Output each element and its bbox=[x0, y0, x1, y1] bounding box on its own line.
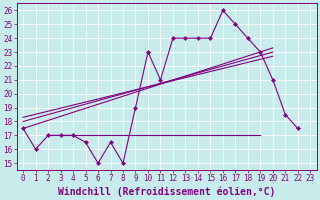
X-axis label: Windchill (Refroidissement éolien,°C): Windchill (Refroidissement éolien,°C) bbox=[58, 186, 276, 197]
